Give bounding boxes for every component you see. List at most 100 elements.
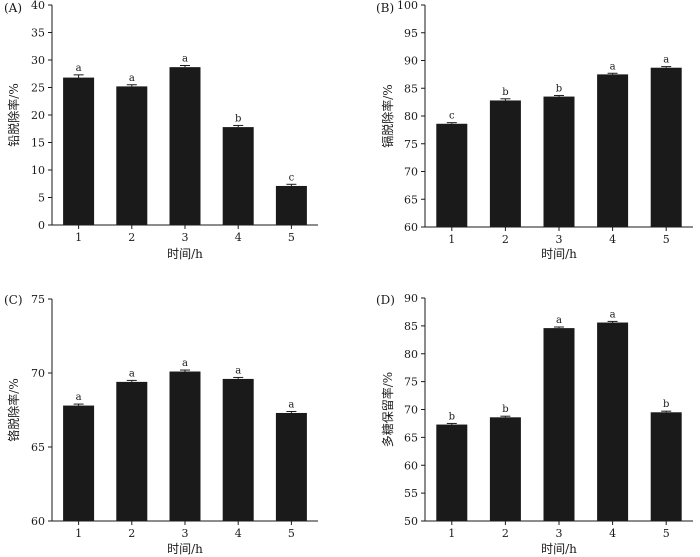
y-tick-label: 80 (404, 348, 418, 361)
panel-label: (C) (4, 293, 23, 307)
y-tick-label: 0 (38, 219, 45, 232)
bar (436, 123, 468, 227)
significance-label: a (663, 55, 669, 66)
x-tick-label: 2 (128, 231, 135, 244)
bar (543, 96, 575, 227)
x-tick-label: 1 (75, 527, 82, 540)
significance-label: b (663, 399, 669, 410)
bar (169, 371, 201, 521)
x-tick-label: 3 (556, 527, 563, 540)
significance-label: b (235, 113, 241, 124)
y-tick-label: 65 (404, 431, 418, 444)
chart-panel-2: (B) 60 65 70 75 80 85 90 95 100 c 1 b 2 b 3 a 4 a 5 时间/h 镉脱除率… (376, 0, 693, 261)
x-tick-label: 2 (502, 527, 509, 540)
panel-label: (A) (4, 1, 22, 15)
significance-label: a (235, 365, 241, 376)
x-tick-label: 5 (663, 233, 670, 246)
x-axis-title: 时间/h (541, 247, 577, 261)
y-tick-label: 55 (404, 487, 418, 500)
x-tick-label: 5 (663, 527, 670, 540)
x-tick-label: 4 (235, 231, 242, 244)
y-tick-label: 30 (31, 54, 45, 67)
bar (222, 378, 254, 521)
x-axis-title: 时间/h (167, 247, 203, 261)
y-tick-label: 65 (404, 193, 418, 206)
x-tick-label: 4 (609, 233, 616, 246)
y-tick-label: 70 (31, 367, 45, 380)
bar (650, 67, 682, 227)
bar (222, 127, 254, 225)
y-tick-label: 75 (404, 138, 418, 151)
panel-label: (B) (376, 1, 394, 15)
x-axis-title: 时间/h (167, 542, 203, 556)
y-axis-title: 铅脱除率/% (6, 83, 21, 146)
significance-label: a (129, 368, 135, 379)
significance-label: b (556, 83, 562, 94)
x-tick-label: 2 (128, 527, 135, 540)
bar (597, 322, 629, 521)
bar (436, 424, 468, 521)
bar (489, 417, 521, 521)
x-tick-label: 4 (235, 527, 242, 540)
y-tick-label: 65 (31, 441, 45, 454)
y-tick-label: 90 (404, 55, 418, 68)
significance-label: b (449, 411, 455, 422)
y-tick-label: 95 (404, 27, 418, 40)
y-tick-label: 60 (404, 221, 418, 234)
panel-label: (D) (376, 293, 395, 307)
bar (63, 77, 95, 225)
bar (116, 381, 148, 521)
y-tick-label: 70 (404, 404, 418, 417)
x-tick-label: 1 (448, 527, 455, 540)
y-tick-label: 10 (31, 164, 45, 177)
significance-label: a (182, 54, 188, 65)
chart-panel-1: (A) 0 5 10 15 20 25 30 35 40 a 1 a 2 a 3 b 4 c 5 时间/h 铅脱除率/% (4, 0, 318, 261)
significance-label: a (610, 61, 616, 72)
x-tick-label: 1 (448, 233, 455, 246)
significance-label: a (288, 399, 294, 410)
significance-label: a (76, 392, 82, 403)
bar (597, 74, 629, 227)
x-tick-label: 4 (609, 527, 616, 540)
significance-label: b (502, 87, 508, 98)
x-tick-label: 3 (182, 527, 189, 540)
y-tick-label: 5 (38, 192, 45, 205)
y-tick-label: 80 (404, 110, 418, 123)
significance-label: a (76, 63, 82, 74)
significance-label: a (556, 315, 562, 326)
y-tick-label: 60 (31, 515, 45, 528)
y-tick-label: 90 (404, 292, 418, 305)
y-axis-title: 多糖保留率/% (380, 372, 395, 447)
y-axis-title: 镉脱除率/% (380, 84, 395, 147)
significance-label: b (502, 404, 508, 415)
bar (116, 86, 148, 226)
y-tick-label: 75 (404, 376, 418, 389)
significance-label: c (449, 111, 455, 122)
significance-label: a (182, 358, 188, 369)
y-tick-label: 85 (404, 320, 418, 333)
x-tick-label: 2 (502, 233, 509, 246)
x-tick-label: 3 (556, 233, 563, 246)
bar (489, 100, 521, 227)
significance-label: c (289, 172, 295, 183)
y-tick-label: 75 (31, 293, 45, 306)
bar (275, 412, 307, 521)
y-axis-title: 铬脱除率/% (6, 378, 21, 441)
y-tick-label: 50 (404, 515, 418, 528)
y-tick-label: 15 (31, 137, 45, 150)
chart-panel-3: (C) 60 65 70 75 a 1 a 2 a 3 a 4 a 5 时间/h 铬脱除率/% (4, 293, 318, 556)
x-tick-label: 1 (75, 231, 82, 244)
x-tick-label: 3 (182, 231, 189, 244)
significance-label: a (610, 309, 616, 320)
y-tick-label: 70 (404, 166, 418, 179)
bar (169, 67, 201, 226)
x-axis-title: 时间/h (541, 542, 577, 556)
y-tick-label: 85 (404, 82, 418, 95)
bar (63, 405, 95, 521)
bar (650, 412, 682, 521)
y-tick-label: 60 (404, 459, 418, 472)
y-tick-label: 20 (31, 109, 45, 122)
y-tick-label: 40 (31, 0, 45, 12)
x-tick-label: 5 (288, 231, 295, 244)
